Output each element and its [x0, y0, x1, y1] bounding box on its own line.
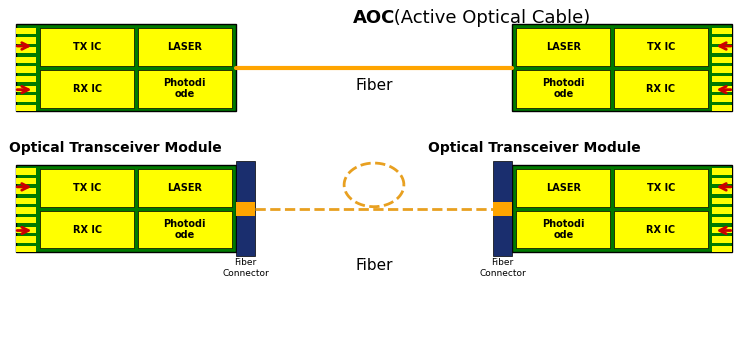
Bar	[16, 57, 36, 63]
Bar	[16, 28, 36, 34]
Bar	[512, 24, 732, 112]
Bar	[712, 28, 732, 34]
Text: RX IC: RX IC	[73, 224, 102, 235]
Bar	[16, 178, 36, 184]
Bar	[138, 169, 232, 207]
Text: (Active Optical Cable): (Active Optical Cable)	[388, 9, 590, 27]
Bar	[712, 227, 732, 233]
Text: TX IC: TX IC	[647, 42, 675, 52]
Bar	[16, 227, 36, 233]
Bar	[712, 197, 732, 204]
Text: LASER: LASER	[168, 183, 202, 193]
Bar	[16, 236, 36, 243]
Bar	[614, 70, 708, 107]
Text: Photodi
ode: Photodi ode	[164, 78, 206, 99]
Text: RX IC: RX IC	[646, 84, 675, 94]
Text: TX IC: TX IC	[73, 42, 101, 52]
Text: Fiber
Connector: Fiber Connector	[479, 258, 526, 278]
Bar	[614, 28, 708, 66]
Bar	[16, 76, 36, 83]
Bar	[614, 169, 708, 207]
Bar	[16, 246, 36, 252]
Bar	[712, 47, 732, 53]
Bar	[512, 165, 732, 252]
Bar	[712, 217, 732, 223]
Text: Fiber
Connector: Fiber Connector	[222, 258, 269, 278]
Bar	[236, 202, 255, 216]
Text: TX IC: TX IC	[647, 183, 675, 193]
Bar	[16, 217, 36, 223]
Bar	[16, 165, 236, 252]
Bar	[16, 105, 36, 112]
Bar	[712, 168, 732, 175]
Bar	[712, 188, 732, 194]
Text: Photodi
ode: Photodi ode	[542, 219, 584, 240]
Text: TX IC: TX IC	[73, 183, 101, 193]
Bar	[712, 37, 732, 44]
Bar	[16, 47, 36, 53]
Text: Photodi
ode: Photodi ode	[164, 219, 206, 240]
Bar	[516, 169, 610, 207]
Bar	[16, 207, 36, 213]
Bar	[16, 66, 36, 73]
Bar	[138, 211, 232, 248]
Bar	[40, 70, 134, 107]
Bar	[712, 207, 732, 213]
Text: LASER: LASER	[168, 42, 202, 52]
Bar	[493, 202, 512, 216]
Text: Fiber: Fiber	[355, 258, 393, 273]
Bar	[712, 57, 732, 63]
Bar	[712, 246, 732, 252]
Bar	[516, 211, 610, 248]
Bar	[138, 70, 232, 107]
Bar	[16, 95, 36, 102]
Bar	[16, 24, 236, 112]
Bar	[614, 211, 708, 248]
Bar	[138, 28, 232, 66]
Text: Photodi
ode: Photodi ode	[542, 78, 584, 99]
Bar	[516, 28, 610, 66]
Text: RX IC: RX IC	[646, 224, 675, 235]
Bar	[40, 28, 134, 66]
Bar	[493, 161, 512, 256]
Bar	[40, 169, 134, 207]
Bar	[16, 168, 36, 175]
Bar	[712, 76, 732, 83]
Text: Fiber: Fiber	[355, 78, 393, 93]
Text: Optical Transceiver Module: Optical Transceiver Module	[10, 141, 222, 155]
Text: LASER: LASER	[546, 42, 580, 52]
Bar	[40, 211, 134, 248]
Text: AOC: AOC	[353, 9, 395, 27]
Bar	[712, 66, 732, 73]
Text: LASER: LASER	[546, 183, 580, 193]
Bar	[712, 105, 732, 112]
Bar	[712, 95, 732, 102]
Bar	[712, 86, 732, 92]
Text: RX IC: RX IC	[73, 84, 102, 94]
Bar	[712, 178, 732, 184]
Bar	[236, 161, 255, 256]
Bar	[16, 188, 36, 194]
Bar	[16, 197, 36, 204]
Bar	[16, 37, 36, 44]
Bar	[516, 70, 610, 107]
Bar	[16, 86, 36, 92]
Bar	[712, 236, 732, 243]
Text: Optical Transceiver Module: Optical Transceiver Module	[428, 141, 640, 155]
